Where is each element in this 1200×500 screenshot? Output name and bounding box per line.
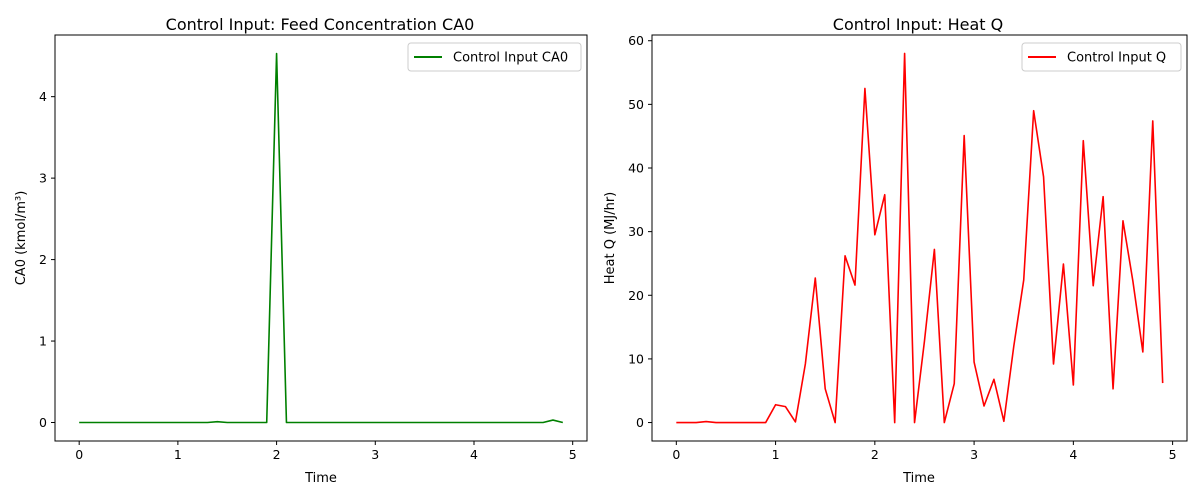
y-axis: 0 10 20 30 40 50 60 xyxy=(628,33,652,430)
x-axis: 0 1 2 3 4 5 xyxy=(672,441,1177,462)
chart-title: Control Input: Feed Concentration CA0 xyxy=(166,15,475,34)
series-line xyxy=(79,52,564,424)
plot-area-frame xyxy=(54,34,588,442)
series-line xyxy=(676,52,1164,424)
x-axis-label: Time xyxy=(304,471,337,486)
x-tick-label: 4 xyxy=(470,447,478,462)
plot-lines xyxy=(676,52,1164,424)
y-tick-label: 0 xyxy=(39,415,47,430)
x-axis: 0 1 2 3 4 5 xyxy=(75,441,577,462)
y-tick-label: 4 xyxy=(39,89,47,104)
x-tick-label: 3 xyxy=(371,447,379,462)
y-tick-label: 60 xyxy=(628,33,644,48)
legend-box xyxy=(1021,42,1182,72)
legend-label: Control Input CA0 xyxy=(453,51,568,66)
y-axis-label: Heat Q (MJ/hr) xyxy=(603,192,618,285)
chart-heat-panel: Control Input: Heat Q 0 1 2 3 4 5 0 10 20 30 40 50… xyxy=(603,15,1188,486)
x-tick-label: 0 xyxy=(672,447,680,462)
x-tick-label: 4 xyxy=(1069,447,1077,462)
legend: Control Input Q xyxy=(1021,42,1182,72)
plot-lines xyxy=(79,52,564,424)
y-axis-label: CA0 (kmol/m³) xyxy=(14,191,29,286)
y-tick-label: 50 xyxy=(628,97,644,112)
y-tick-label: 20 xyxy=(628,288,644,303)
chart-title: Control Input: Heat Q xyxy=(833,15,1003,34)
chart-ca0-panel: Control Input: Feed Concentration CA0 0 1… xyxy=(14,15,588,486)
x-tick-label: 1 xyxy=(174,447,182,462)
y-axis: 0 1 2 3 4 xyxy=(39,89,55,430)
legend: Control Input CA0 xyxy=(407,42,582,72)
x-tick-label: 5 xyxy=(569,447,577,462)
x-tick-label: 1 xyxy=(772,447,780,462)
x-axis-label: Time xyxy=(902,471,935,486)
y-tick-label: 1 xyxy=(39,334,47,349)
y-tick-label: 10 xyxy=(628,351,644,366)
x-tick-label: 2 xyxy=(273,447,281,462)
y-tick-label: 40 xyxy=(628,161,644,176)
y-tick-label: 0 xyxy=(636,415,644,430)
x-tick-label: 5 xyxy=(1169,447,1177,462)
x-tick-label: 3 xyxy=(970,447,978,462)
plot-area-frame xyxy=(651,34,1188,442)
y-tick-label: 2 xyxy=(39,252,47,267)
legend-box xyxy=(407,42,582,72)
y-tick-label: 30 xyxy=(628,224,644,239)
x-tick-label: 0 xyxy=(75,447,83,462)
x-tick-label: 2 xyxy=(871,447,879,462)
legend-label: Control Input Q xyxy=(1067,51,1166,66)
y-tick-label: 3 xyxy=(39,171,47,186)
